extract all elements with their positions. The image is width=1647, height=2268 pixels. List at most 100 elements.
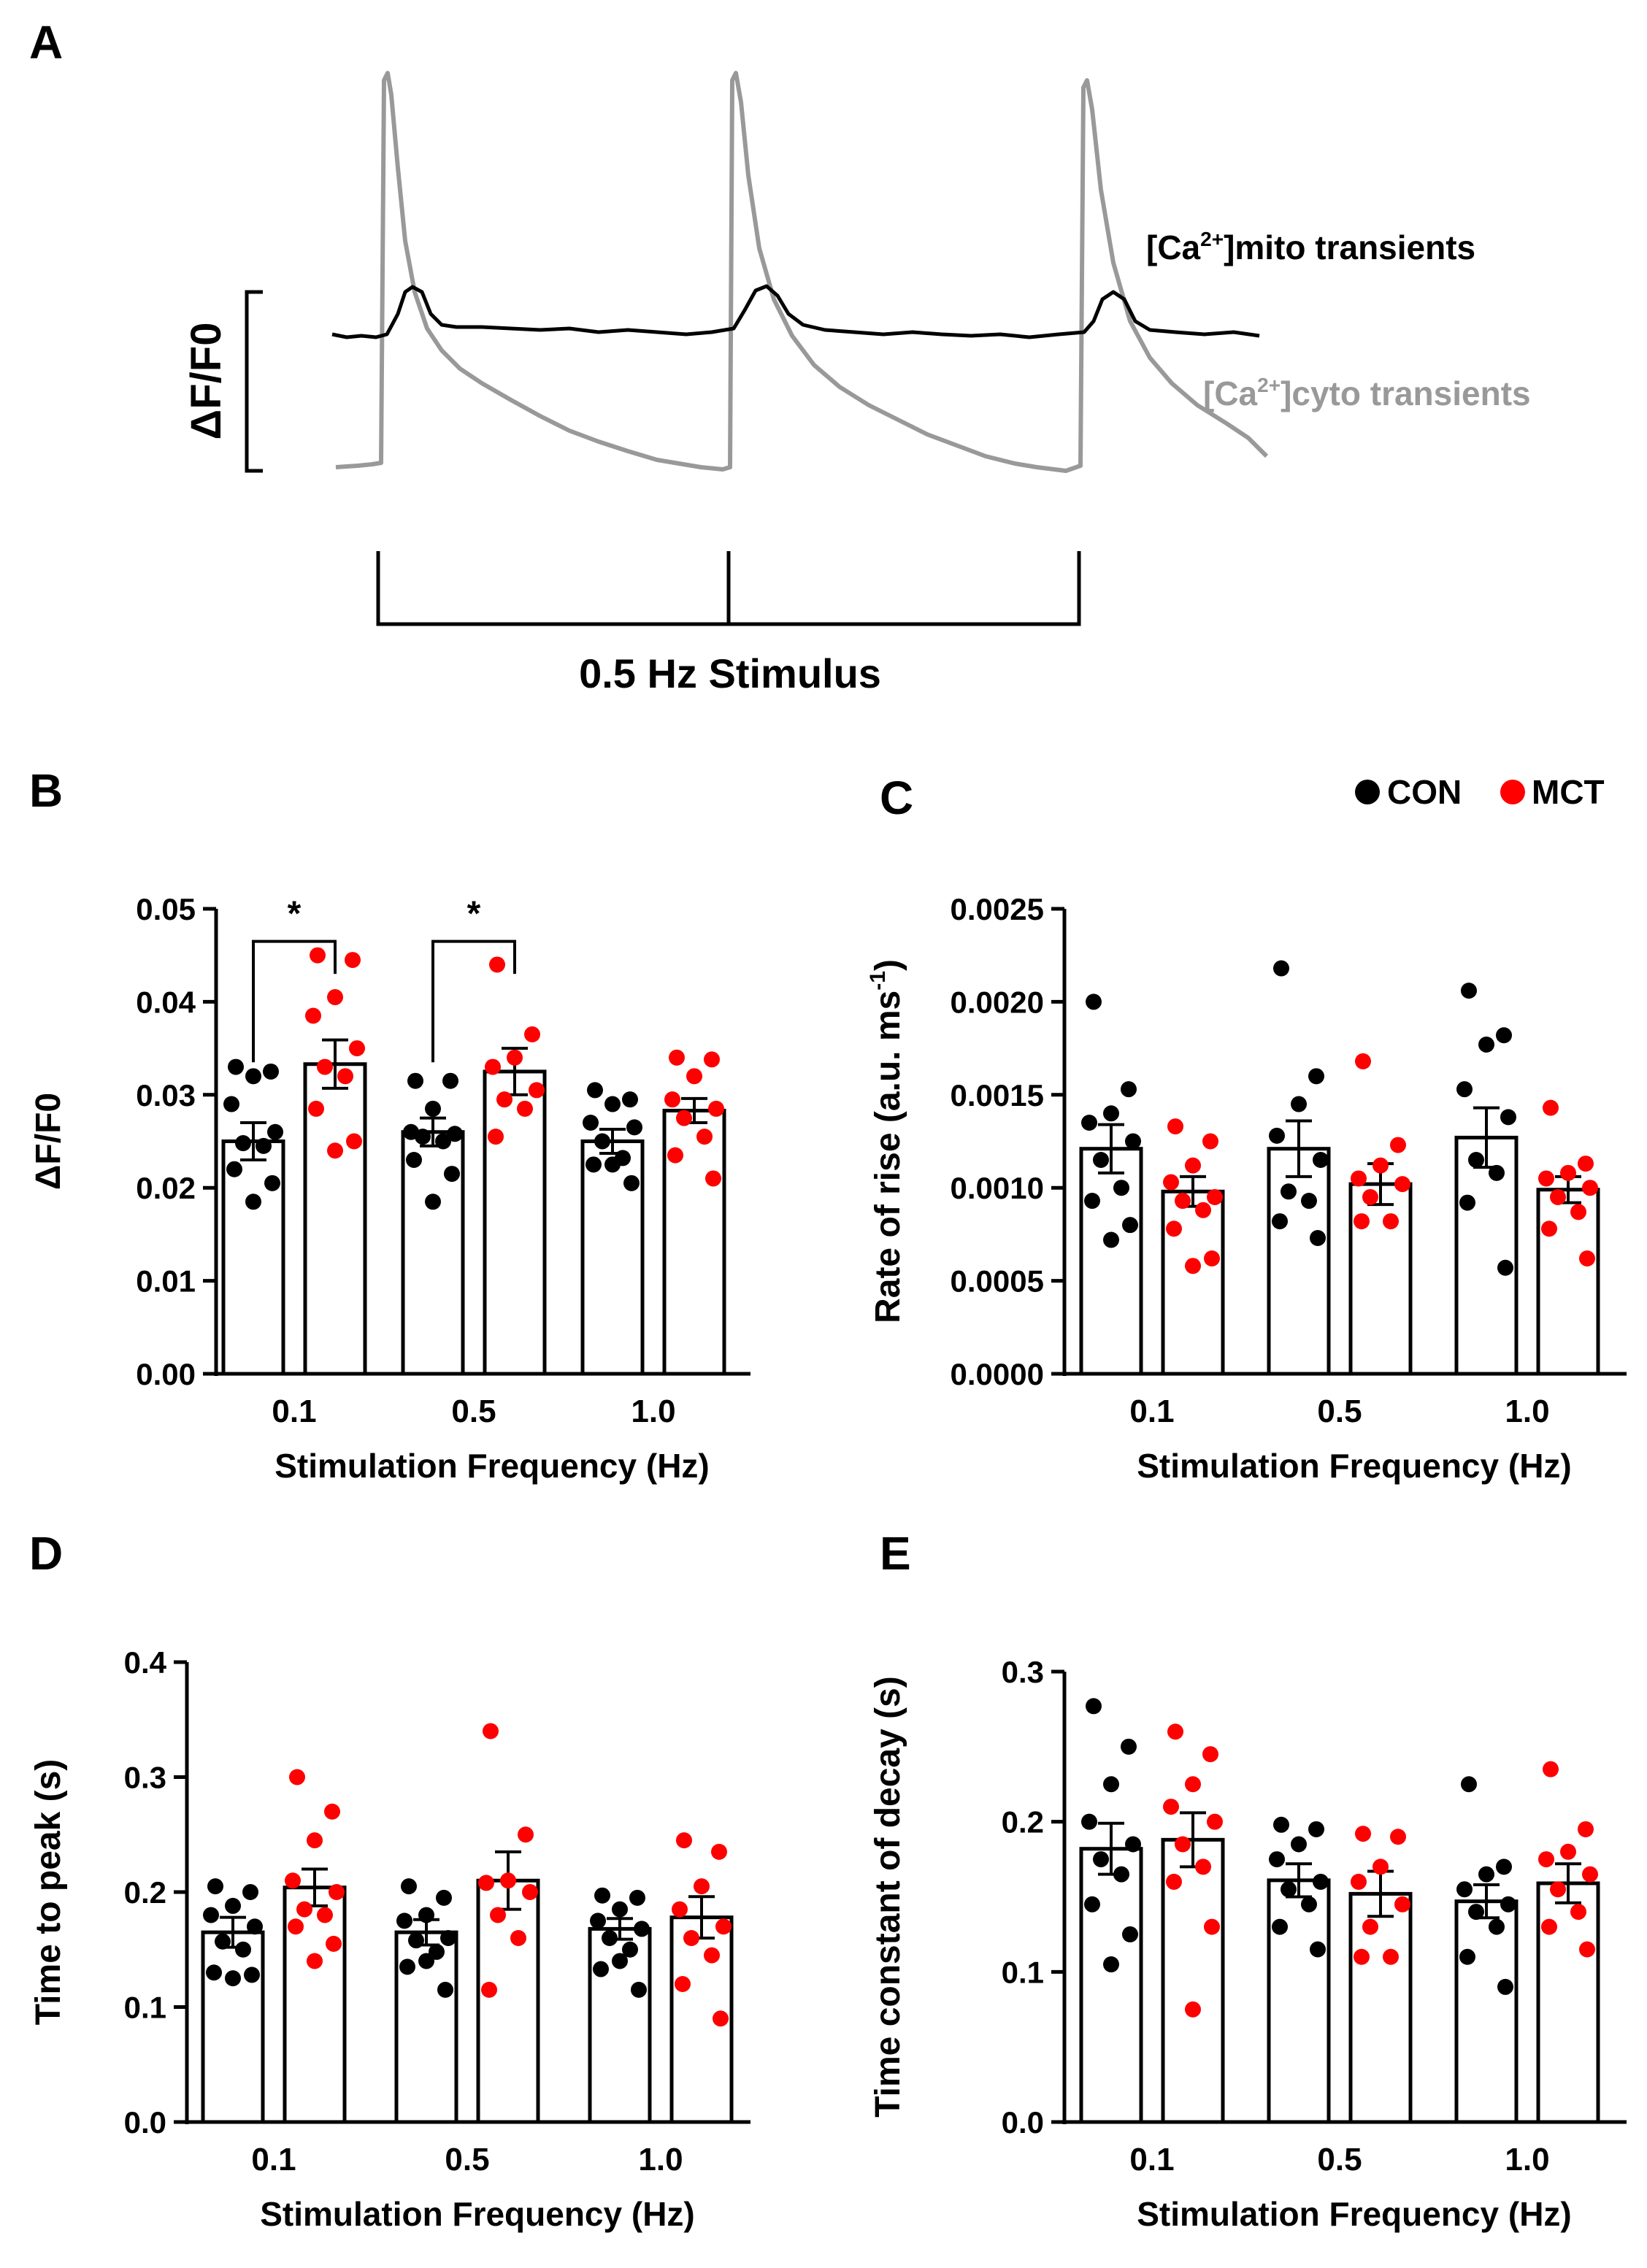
data-point-con — [1125, 1836, 1141, 1853]
data-point-mct — [675, 1976, 691, 1992]
significance-star: * — [467, 895, 481, 934]
data-point-con — [425, 1193, 441, 1210]
data-point-mct — [327, 1142, 343, 1159]
panel-d-chart: 0.0 0.1 0.2 0.3 0.4 Time to peak (s) 0.1 0.5 1.0… — [29, 1645, 750, 2233]
data-point-con — [247, 1918, 263, 1935]
data-point-mct — [483, 1723, 499, 1740]
data-point-con — [245, 1068, 261, 1085]
data-point-con — [215, 1933, 231, 1950]
data-point-con — [1122, 1926, 1138, 1942]
data-point-mct — [1579, 1941, 1595, 1958]
data-point-con — [396, 1913, 412, 1929]
data-point-mct — [1175, 1193, 1191, 1210]
data-point-mct — [1195, 1202, 1211, 1218]
data-point-mct — [669, 1049, 685, 1066]
legend-con-marker — [1355, 780, 1380, 804]
data-point-con — [418, 1907, 434, 1923]
data-point-mct — [1543, 1761, 1559, 1777]
data-point-con — [235, 1135, 251, 1152]
data-point-mct — [676, 1110, 692, 1126]
data-point-mct — [1390, 1829, 1406, 1845]
data-point-mct — [1578, 1821, 1594, 1837]
data-point-con — [587, 1082, 603, 1099]
data-point-mct — [529, 1082, 545, 1099]
data-point-con — [225, 1970, 241, 1987]
y-axis-label: Time to peak (s) — [29, 1759, 68, 2026]
data-point-mct — [696, 1129, 713, 1145]
data-point-con — [1456, 1881, 1473, 1898]
data-point-mct — [296, 1901, 312, 1918]
panel-e-chart: 0.0 0.1 0.2 0.3 Time constant of decay (s) 0.… — [869, 1655, 1627, 2233]
data-point-mct — [1372, 1157, 1389, 1174]
data-point-mct — [288, 1918, 304, 1935]
data-point-con — [244, 1967, 260, 1983]
data-point-con — [425, 1100, 441, 1117]
data-point-mct — [349, 1040, 365, 1057]
data-point-mct — [713, 2010, 729, 2027]
data-point-mct — [708, 1100, 724, 1117]
legend-mct-marker — [1500, 780, 1525, 804]
y-axis-label: Time constant of decay (s) — [869, 1676, 907, 2118]
data-point-con — [440, 1930, 456, 1946]
cyto-trace — [335, 71, 1269, 473]
data-point-mct — [1351, 1873, 1367, 1890]
data-point-con — [203, 1907, 219, 1923]
data-point-mct — [307, 1953, 323, 1969]
bar-con — [201, 1930, 265, 2124]
data-point-mct — [1185, 1776, 1201, 1793]
data-point-con — [1086, 993, 1102, 1010]
data-point-con — [235, 1941, 251, 1958]
data-point-mct — [1560, 1164, 1576, 1181]
data-point-mct — [1543, 1099, 1559, 1116]
data-point-mct — [705, 1170, 721, 1187]
data-point-mct — [337, 1068, 353, 1085]
data-point-con — [1269, 1851, 1285, 1868]
data-point-mct — [1550, 1188, 1566, 1205]
data-point-con — [1489, 1164, 1505, 1181]
data-point-con — [1281, 1881, 1297, 1898]
data-point-con — [1500, 1896, 1516, 1913]
data-point-mct — [317, 1058, 333, 1075]
data-point-con — [1313, 1151, 1329, 1168]
data-point-mct — [1175, 1836, 1191, 1853]
mito-trace-label: [Ca2+]mito transients — [1146, 228, 1475, 266]
data-point-con — [1497, 1259, 1513, 1276]
data-point-con — [1103, 1231, 1119, 1248]
y-tick-label: 0.0015 — [951, 1078, 1044, 1112]
data-point-con — [590, 1913, 606, 1929]
data-point-mct — [667, 1147, 683, 1164]
y-tick-label: 0.1 — [1002, 1955, 1044, 1989]
bar-mct — [483, 1069, 547, 1376]
data-point-con — [1121, 1738, 1137, 1755]
data-point-con — [1125, 1133, 1141, 1150]
data-point-con — [256, 1137, 272, 1154]
data-point-con — [1496, 1027, 1512, 1044]
data-point-con — [1103, 1956, 1119, 1973]
panel-a: A ΔF/F0 [Ca2+]mito transients [Ca2+]cyto… — [29, 16, 1531, 696]
data-point-mct — [329, 1884, 345, 1900]
data-point-con — [264, 1175, 280, 1191]
data-point-mct — [1582, 1866, 1598, 1883]
data-point-mct — [1390, 1137, 1406, 1153]
data-point-mct — [704, 1051, 720, 1068]
data-point-mct — [317, 1907, 333, 1923]
data-point-mct — [310, 947, 326, 964]
data-point-con — [1459, 1194, 1475, 1211]
data-point-mct — [507, 1049, 523, 1066]
stimulus-marker — [376, 551, 1081, 626]
data-point-con — [1081, 1813, 1097, 1830]
data-point-mct — [1354, 1948, 1370, 1965]
data-point-mct — [1394, 1176, 1410, 1193]
data-point-con — [401, 1878, 417, 1895]
data-point-con — [1301, 1896, 1317, 1913]
x-tick-label: 1.0 — [1505, 1394, 1549, 1429]
data-point-mct — [1185, 1157, 1201, 1174]
data-point-con — [1496, 1858, 1512, 1875]
legend-con-label: CON — [1387, 773, 1462, 811]
data-point-con — [206, 1964, 222, 1981]
data-point-mct — [481, 1981, 497, 1998]
y-tick-label: 0.0005 — [951, 1264, 1044, 1299]
data-point-con — [1291, 1836, 1307, 1853]
x-tick-label: 1.0 — [1505, 2142, 1549, 2177]
data-point-mct — [1550, 1881, 1566, 1898]
